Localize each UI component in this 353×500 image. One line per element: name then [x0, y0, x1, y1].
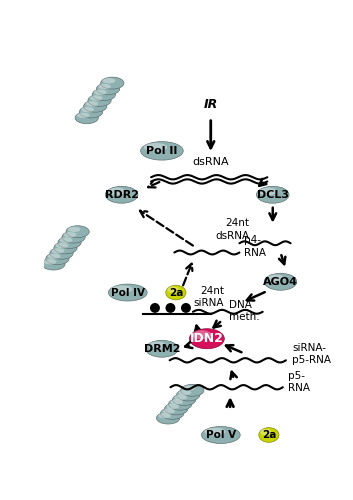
- Text: Pol II: Pol II: [146, 146, 178, 156]
- Text: IR: IR: [204, 98, 218, 111]
- Ellipse shape: [56, 243, 68, 248]
- Ellipse shape: [79, 106, 103, 118]
- Ellipse shape: [68, 226, 80, 232]
- Ellipse shape: [173, 394, 196, 406]
- Ellipse shape: [75, 112, 98, 124]
- Text: dsRNA: dsRNA: [192, 158, 229, 168]
- Ellipse shape: [92, 88, 115, 101]
- Ellipse shape: [111, 286, 133, 293]
- Ellipse shape: [181, 384, 204, 396]
- Ellipse shape: [161, 408, 184, 420]
- Text: IDN2: IDN2: [190, 332, 224, 345]
- Ellipse shape: [66, 226, 89, 237]
- Ellipse shape: [48, 254, 60, 259]
- Ellipse shape: [259, 188, 277, 195]
- Text: DRM2: DRM2: [144, 344, 180, 354]
- Ellipse shape: [88, 94, 111, 106]
- Text: 2a: 2a: [169, 288, 183, 298]
- Ellipse shape: [166, 285, 186, 300]
- Ellipse shape: [81, 107, 94, 112]
- Ellipse shape: [98, 84, 111, 89]
- Ellipse shape: [156, 412, 180, 424]
- Ellipse shape: [46, 252, 69, 264]
- Ellipse shape: [146, 340, 178, 357]
- Ellipse shape: [90, 96, 102, 100]
- Ellipse shape: [58, 236, 81, 248]
- Text: Pol IV: Pol IV: [111, 288, 145, 298]
- Ellipse shape: [176, 389, 200, 401]
- Ellipse shape: [202, 426, 240, 444]
- Ellipse shape: [174, 394, 187, 400]
- Text: p4-
RNA: p4- RNA: [244, 235, 266, 258]
- Ellipse shape: [105, 186, 138, 203]
- Ellipse shape: [96, 83, 120, 95]
- Ellipse shape: [183, 386, 195, 390]
- Ellipse shape: [77, 112, 90, 118]
- Ellipse shape: [84, 100, 107, 112]
- Circle shape: [182, 304, 190, 312]
- Ellipse shape: [148, 342, 166, 349]
- Text: 2a: 2a: [262, 430, 276, 440]
- Ellipse shape: [190, 328, 224, 349]
- Ellipse shape: [260, 429, 271, 436]
- Ellipse shape: [94, 90, 107, 95]
- Ellipse shape: [166, 404, 179, 409]
- Ellipse shape: [140, 142, 183, 160]
- Text: Pol V: Pol V: [206, 430, 236, 440]
- Ellipse shape: [85, 101, 98, 106]
- Ellipse shape: [192, 330, 211, 339]
- Ellipse shape: [102, 78, 115, 84]
- Ellipse shape: [108, 284, 147, 301]
- Circle shape: [151, 304, 159, 312]
- Ellipse shape: [42, 258, 65, 270]
- Ellipse shape: [264, 274, 297, 290]
- Ellipse shape: [178, 390, 191, 395]
- Ellipse shape: [158, 413, 171, 418]
- Text: RDR2: RDR2: [104, 190, 139, 200]
- Text: AGO4: AGO4: [263, 277, 298, 287]
- Ellipse shape: [60, 238, 72, 243]
- Ellipse shape: [167, 286, 178, 293]
- Ellipse shape: [52, 248, 64, 254]
- Text: DCL3: DCL3: [257, 190, 289, 200]
- Ellipse shape: [267, 274, 285, 282]
- Ellipse shape: [259, 428, 279, 442]
- Text: 24nt
dsRNA: 24nt dsRNA: [215, 218, 250, 240]
- Ellipse shape: [170, 399, 183, 404]
- Circle shape: [166, 304, 175, 312]
- Ellipse shape: [54, 242, 77, 254]
- Text: siRNA-
p5-RNA: siRNA- p5-RNA: [292, 343, 331, 365]
- Ellipse shape: [64, 232, 77, 237]
- Ellipse shape: [108, 188, 126, 195]
- Ellipse shape: [164, 403, 188, 415]
- Ellipse shape: [43, 259, 56, 264]
- Ellipse shape: [62, 231, 85, 243]
- Ellipse shape: [162, 408, 175, 414]
- Ellipse shape: [169, 398, 192, 410]
- Ellipse shape: [257, 186, 289, 203]
- Ellipse shape: [204, 428, 226, 436]
- Ellipse shape: [144, 143, 167, 152]
- Text: p5-
RNA: p5- RNA: [288, 370, 310, 393]
- Ellipse shape: [50, 248, 73, 259]
- Text: 24nt
siRNA: 24nt siRNA: [193, 286, 224, 308]
- Text: DNA
meth.: DNA meth.: [229, 300, 259, 322]
- Ellipse shape: [101, 77, 124, 89]
